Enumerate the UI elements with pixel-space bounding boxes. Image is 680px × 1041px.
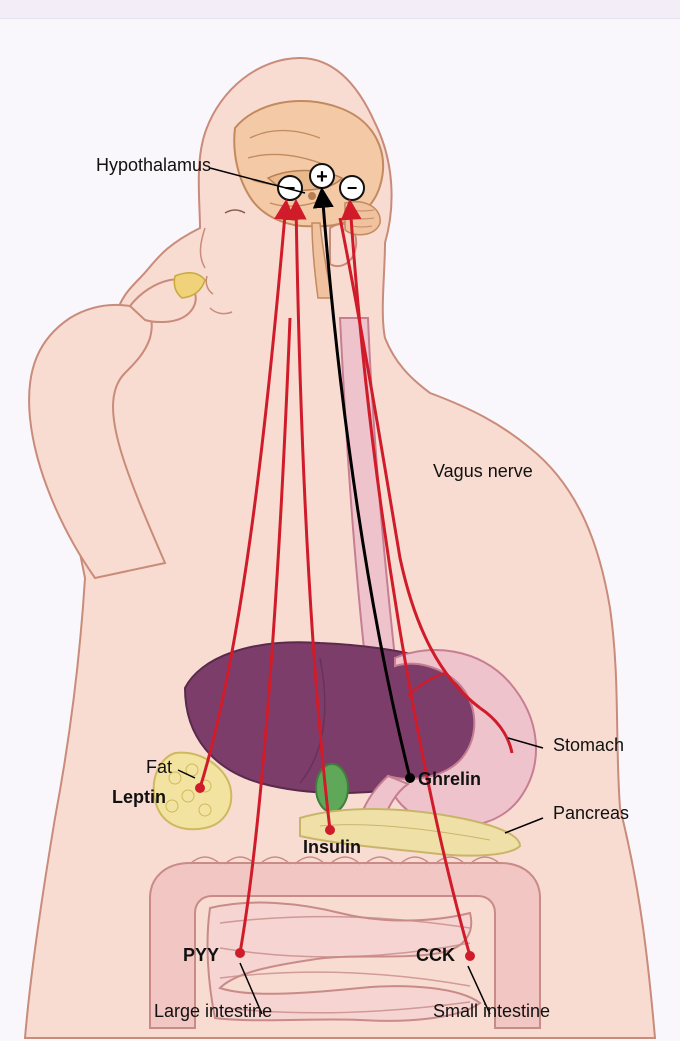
label-fat: Fat — [146, 758, 172, 778]
label-vagus-nerve: Vagus nerve — [433, 462, 533, 482]
label-pyy: PYY — [183, 946, 219, 966]
label-ghrelin: Ghrelin — [418, 770, 481, 790]
diagram-canvas: − + − — [0, 0, 680, 1041]
label-hypothalamus: Hypothalamus — [96, 156, 211, 176]
label-large-intestine: Large intestine — [154, 1002, 272, 1022]
label-pancreas: Pancreas — [553, 804, 629, 824]
label-leptin: Leptin — [112, 788, 166, 808]
svg-text:−: − — [347, 178, 358, 198]
svg-text:+: + — [316, 166, 328, 188]
label-insulin: Insulin — [303, 838, 361, 858]
label-cck: CCK — [416, 946, 455, 966]
top-divider — [0, 0, 680, 19]
gallbladder — [316, 764, 348, 812]
label-small-intestine: Small intestine — [433, 1002, 550, 1022]
label-stomach: Stomach — [553, 736, 624, 756]
